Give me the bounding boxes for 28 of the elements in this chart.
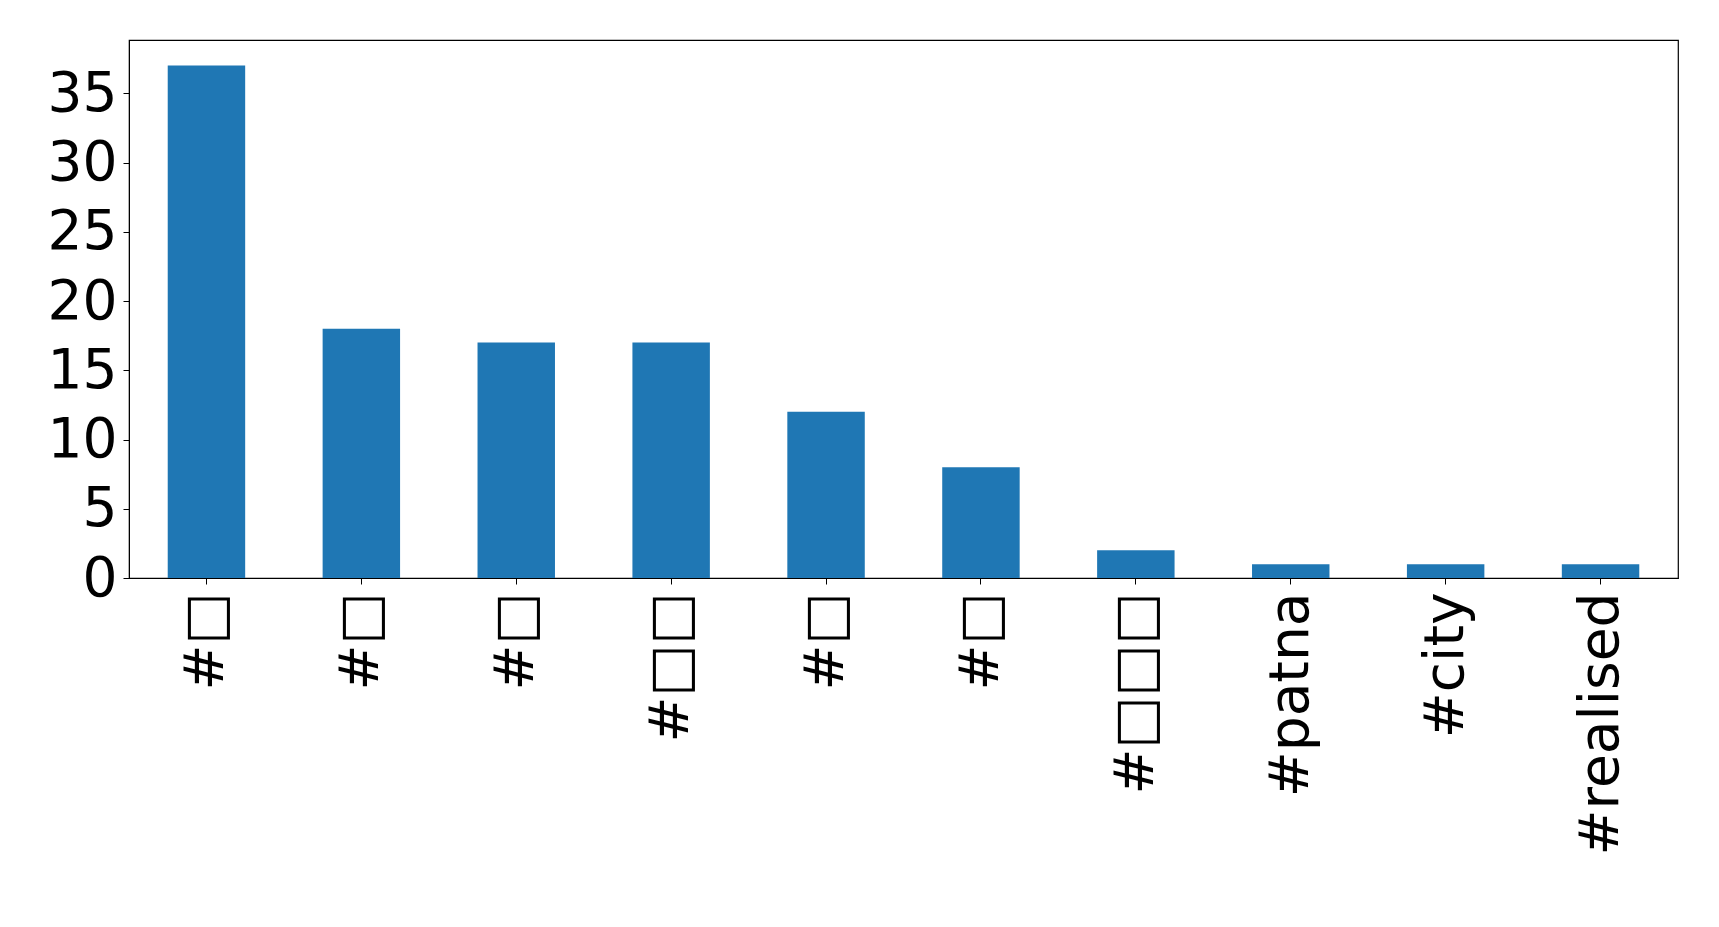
x-tick-label: #patna — [1256, 592, 1321, 798]
x-tick-label: #□ — [172, 592, 237, 691]
bar — [477, 342, 555, 578]
y-tick-label: 5 — [82, 475, 118, 540]
bar — [1097, 550, 1175, 578]
x-tick-label: #city — [1411, 592, 1476, 739]
bar — [1252, 564, 1330, 578]
bar — [787, 411, 865, 578]
bar — [1561, 564, 1640, 578]
x-tick-label: #□ — [327, 592, 392, 691]
bar — [942, 467, 1020, 578]
y-tick-label: 15 — [47, 336, 118, 401]
x-tick-label: #□ — [792, 592, 857, 691]
x-tick-label: #realised — [1566, 592, 1631, 856]
y-tick-label: 35 — [47, 59, 118, 124]
y-tick-label: 25 — [47, 198, 118, 263]
x-tick-label: #□ — [946, 592, 1011, 691]
y-tick-label: 20 — [47, 267, 118, 332]
y-tick-label: 30 — [47, 129, 118, 194]
x-tick-label: #□□□ — [1101, 592, 1166, 795]
y-tick-label: 0 — [82, 544, 118, 609]
x-tick-label: #□□ — [637, 592, 702, 743]
bar — [632, 342, 710, 578]
bar — [167, 65, 246, 578]
bar — [322, 328, 401, 578]
x-tick-label: #□ — [482, 592, 547, 691]
y-tick-label: 10 — [47, 406, 118, 471]
bar — [1406, 564, 1485, 578]
